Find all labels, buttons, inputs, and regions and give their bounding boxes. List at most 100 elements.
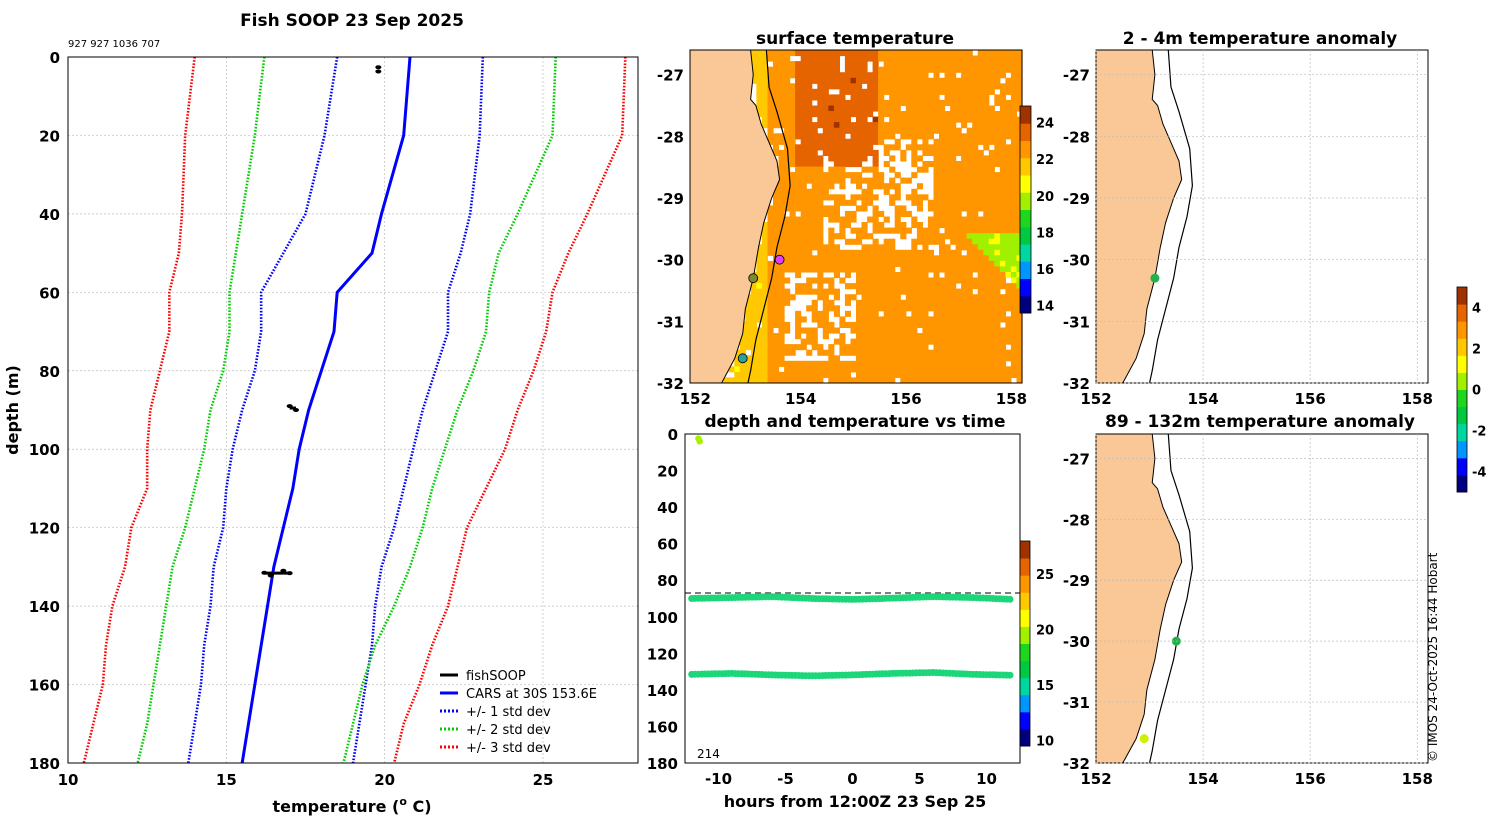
sst-cell	[922, 371, 929, 378]
sst-cell	[778, 283, 785, 290]
sst-cell	[828, 349, 835, 356]
sst-cell	[972, 327, 979, 334]
sst-cell	[927, 61, 934, 68]
sst-cell	[977, 283, 984, 290]
sst-cell	[966, 50, 973, 57]
sst-cell	[905, 255, 912, 262]
sst-cell	[961, 338, 968, 345]
sst-cell	[833, 260, 840, 267]
sst-colorbar-band	[1020, 175, 1031, 193]
sst-map: surface temperature 152 154 156 158-27-28-2…	[657, 29, 1054, 408]
sst-cell	[1010, 344, 1017, 351]
sst-cell	[806, 138, 813, 145]
sst-cell	[872, 94, 879, 101]
sst-cell	[767, 216, 774, 223]
sst-cell	[1016, 371, 1023, 378]
sst-cell	[994, 260, 1001, 267]
sst-cell	[833, 72, 840, 79]
sst-cell	[900, 94, 907, 101]
sst-marker	[774, 254, 785, 265]
sst-cell	[878, 272, 885, 279]
sst-cell	[922, 299, 929, 306]
sst-cell	[894, 333, 901, 340]
profile-axes-frame	[67, 56, 639, 764]
sst-cell	[806, 155, 813, 162]
sst-cell	[734, 355, 741, 362]
sst-cell	[839, 50, 846, 57]
sst-cell	[833, 133, 840, 140]
profile-series-line	[136, 56, 266, 764]
sst-cell	[828, 183, 835, 190]
sst-x-tick-label: 158	[996, 390, 1027, 408]
sst-cell	[944, 316, 951, 323]
sst-cell	[961, 283, 968, 290]
sst-cell	[955, 244, 962, 251]
depth-time-x-tick: 10	[976, 770, 997, 788]
sst-cell	[911, 88, 918, 95]
sst-cell	[894, 305, 901, 312]
sst-cell	[983, 299, 990, 306]
sst-cell	[784, 105, 791, 112]
sst-cell	[784, 299, 791, 306]
sst-cell	[983, 111, 990, 118]
sst-cell	[972, 244, 979, 251]
sst-cell	[894, 344, 901, 351]
sst-cell	[933, 333, 940, 340]
sst-cell	[789, 255, 796, 262]
sst-cell	[988, 355, 995, 362]
sst-cell	[800, 222, 807, 229]
sst-cell	[977, 244, 984, 251]
sst-cell	[922, 244, 929, 251]
sst-cell	[961, 83, 968, 90]
sst-cell	[911, 283, 918, 290]
sst-cell	[905, 333, 912, 340]
sst-cell	[933, 127, 940, 134]
sst-cell	[761, 55, 768, 62]
sst-cell	[955, 299, 962, 306]
sst-cell	[784, 83, 791, 90]
sst-cell	[811, 310, 818, 317]
sst-cell	[977, 66, 984, 73]
sst-cell	[856, 50, 863, 57]
sst-cell	[972, 283, 979, 290]
sst-cell	[961, 133, 968, 140]
sst-cell	[828, 355, 835, 362]
sst-cell	[894, 283, 901, 290]
sst-cell	[900, 310, 907, 317]
sst-cell	[811, 144, 818, 151]
sst-cell	[994, 371, 1001, 378]
sst-cell	[933, 94, 940, 101]
sst-cell	[817, 122, 824, 129]
sst-cell	[944, 210, 951, 217]
sst-cell	[872, 194, 879, 201]
sst-cell	[800, 366, 807, 373]
sst-cell	[988, 299, 995, 306]
sst-cell	[867, 127, 874, 134]
sst-cell	[1005, 144, 1012, 151]
sst-cell	[761, 99, 768, 106]
sst-cell	[977, 122, 984, 129]
sst-cell	[833, 294, 840, 301]
sst-cell	[867, 99, 874, 106]
sst-cell	[767, 377, 774, 384]
sst-cell	[806, 305, 813, 312]
sst-cell	[734, 360, 741, 367]
sst-cell	[800, 377, 807, 384]
sst-cell	[850, 321, 857, 328]
profile-y-tick-label: 60	[39, 284, 60, 302]
sst-cell	[861, 72, 868, 79]
sst-cell	[955, 133, 962, 140]
sst-cell	[872, 321, 879, 328]
sst-cell	[1016, 83, 1023, 90]
sst-cell	[861, 205, 868, 212]
sst-cell	[966, 316, 973, 323]
sst-cell	[999, 83, 1006, 90]
sst-cell	[911, 116, 918, 123]
depth-time-x-tick: -10	[705, 770, 732, 788]
sst-cell	[894, 72, 901, 79]
sst-cell	[972, 210, 979, 217]
sst-cell	[916, 88, 923, 95]
sst-cell	[773, 288, 780, 295]
profile-series-line	[240, 56, 412, 764]
sst-cell	[789, 366, 796, 373]
